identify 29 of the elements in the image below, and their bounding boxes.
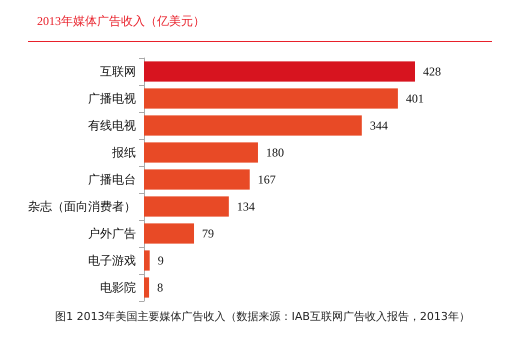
data-label: 8 bbox=[157, 280, 164, 294]
y-tick-label: 户外广告 bbox=[88, 226, 136, 240]
y-tick-label: 报纸 bbox=[111, 146, 136, 160]
bar bbox=[144, 142, 258, 163]
bar bbox=[144, 61, 415, 82]
data-label: 344 bbox=[370, 118, 388, 132]
data-label: 428 bbox=[423, 64, 441, 78]
bar bbox=[144, 277, 150, 298]
bar bbox=[144, 115, 362, 136]
caption: 图1 2013年美国主要媒体广告收入（数据来源：IAB互联网广告收入报告，2013年） bbox=[54, 309, 471, 324]
data-label: 79 bbox=[202, 226, 214, 240]
y-tick-label: 广播电台 bbox=[88, 172, 136, 186]
y-tick-label: 互联网 bbox=[100, 64, 136, 78]
bar bbox=[144, 223, 194, 244]
y-tick-label: 杂志（面向消费者） bbox=[28, 200, 136, 214]
y-tick-label: 电子游戏 bbox=[88, 254, 136, 268]
bar bbox=[144, 196, 229, 217]
data-label: 9 bbox=[158, 254, 164, 268]
bar bbox=[144, 169, 250, 190]
data-label: 167 bbox=[258, 172, 276, 186]
y-tick-label: 有线电视 bbox=[88, 118, 136, 132]
bar bbox=[144, 88, 398, 109]
data-label: 134 bbox=[236, 200, 255, 214]
data-label: 401 bbox=[406, 92, 424, 106]
chart-title: 2013年媒体广告收入（亿美元） bbox=[37, 13, 205, 30]
bar bbox=[144, 250, 150, 271]
y-tick-label: 电影院 bbox=[100, 280, 136, 294]
data-label: 180 bbox=[266, 146, 284, 160]
y-tick-label: 广播电视 bbox=[88, 92, 136, 106]
